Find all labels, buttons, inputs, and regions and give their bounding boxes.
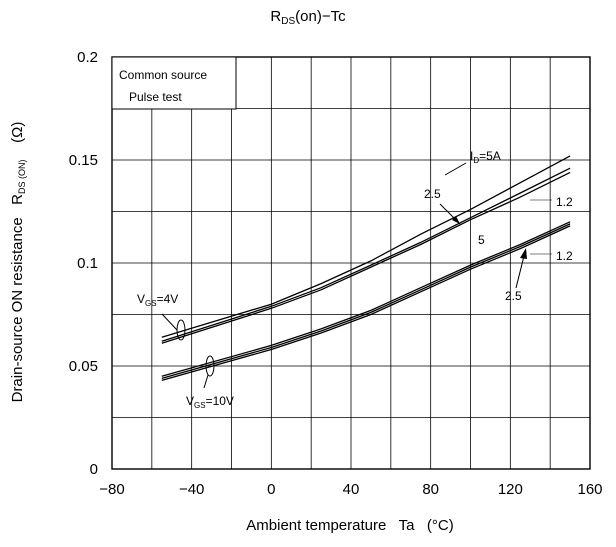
x-tick-label: 40 xyxy=(343,481,360,498)
x-tick-label: 0 xyxy=(267,481,275,498)
arrowhead-2-5-lower xyxy=(520,248,527,259)
y-axis-label: Drain-source ON resistance RDS (ON) (Ω) xyxy=(9,122,27,403)
conditions-box xyxy=(111,56,237,110)
x-axis-label: Ambient temperature Ta (°C) xyxy=(246,517,453,534)
vgs10-leader xyxy=(203,374,209,389)
series-group xyxy=(161,155,571,382)
condition-pulse-test: Pulse test xyxy=(129,90,182,104)
x-tick-label: 120 xyxy=(498,481,523,498)
x-tick-labels: −80 −40 0 40 80 120 160 xyxy=(99,481,602,498)
arrowhead-2-5-upper xyxy=(452,216,460,224)
label-2-5-lower: 2.5 xyxy=(505,289,522,303)
x-tick-label: 160 xyxy=(577,481,602,498)
y-tick-label: 0.2 xyxy=(77,49,98,66)
label-1-2-lower: 1.2 xyxy=(556,249,573,263)
id-annotation: ID=5A xyxy=(470,149,501,165)
y-tick-label: 0.15 xyxy=(69,152,98,169)
condition-common-source: Common source xyxy=(119,68,207,82)
series-line-4 xyxy=(161,221,571,377)
plot-frame xyxy=(111,56,591,470)
vgs4-annotation: VGS=4V xyxy=(137,292,178,308)
vgs10-bracket-ellipse xyxy=(205,355,215,377)
series-line-3 xyxy=(161,171,571,344)
id-leader-line xyxy=(444,162,467,176)
chart-title: RDS(on)−Tc xyxy=(270,8,346,27)
series-line-5 xyxy=(161,223,571,380)
vgs10-annotation: VGS=10V xyxy=(186,394,234,410)
vgs4-leader xyxy=(161,313,178,331)
label-5-lower: 5 xyxy=(478,233,485,247)
label-2-5-upper: 2.5 xyxy=(424,187,441,201)
svg-text:Drain-source ON resistance R: Drain-source ON resistance RDS (ON) (Ω) xyxy=(9,122,27,403)
y-tick-label: 0.05 xyxy=(69,358,98,375)
label-1-2-upper: 1.2 xyxy=(556,195,573,209)
y-tick-label: 0 xyxy=(90,461,98,478)
arrow-2-5-lower xyxy=(515,255,525,289)
x-tick-label: −80 xyxy=(99,481,124,498)
x-tick-label: −40 xyxy=(179,481,204,498)
y-tick-labels: 0 0.05 0.1 0.15 0.2 xyxy=(69,49,98,478)
x-tick-label: 80 xyxy=(422,481,439,498)
series-line-1 xyxy=(161,155,571,338)
y-tick-label: 0.1 xyxy=(77,255,98,272)
series-line-2 xyxy=(161,167,571,342)
grid-lines xyxy=(112,57,590,469)
series-line-6 xyxy=(161,225,571,382)
